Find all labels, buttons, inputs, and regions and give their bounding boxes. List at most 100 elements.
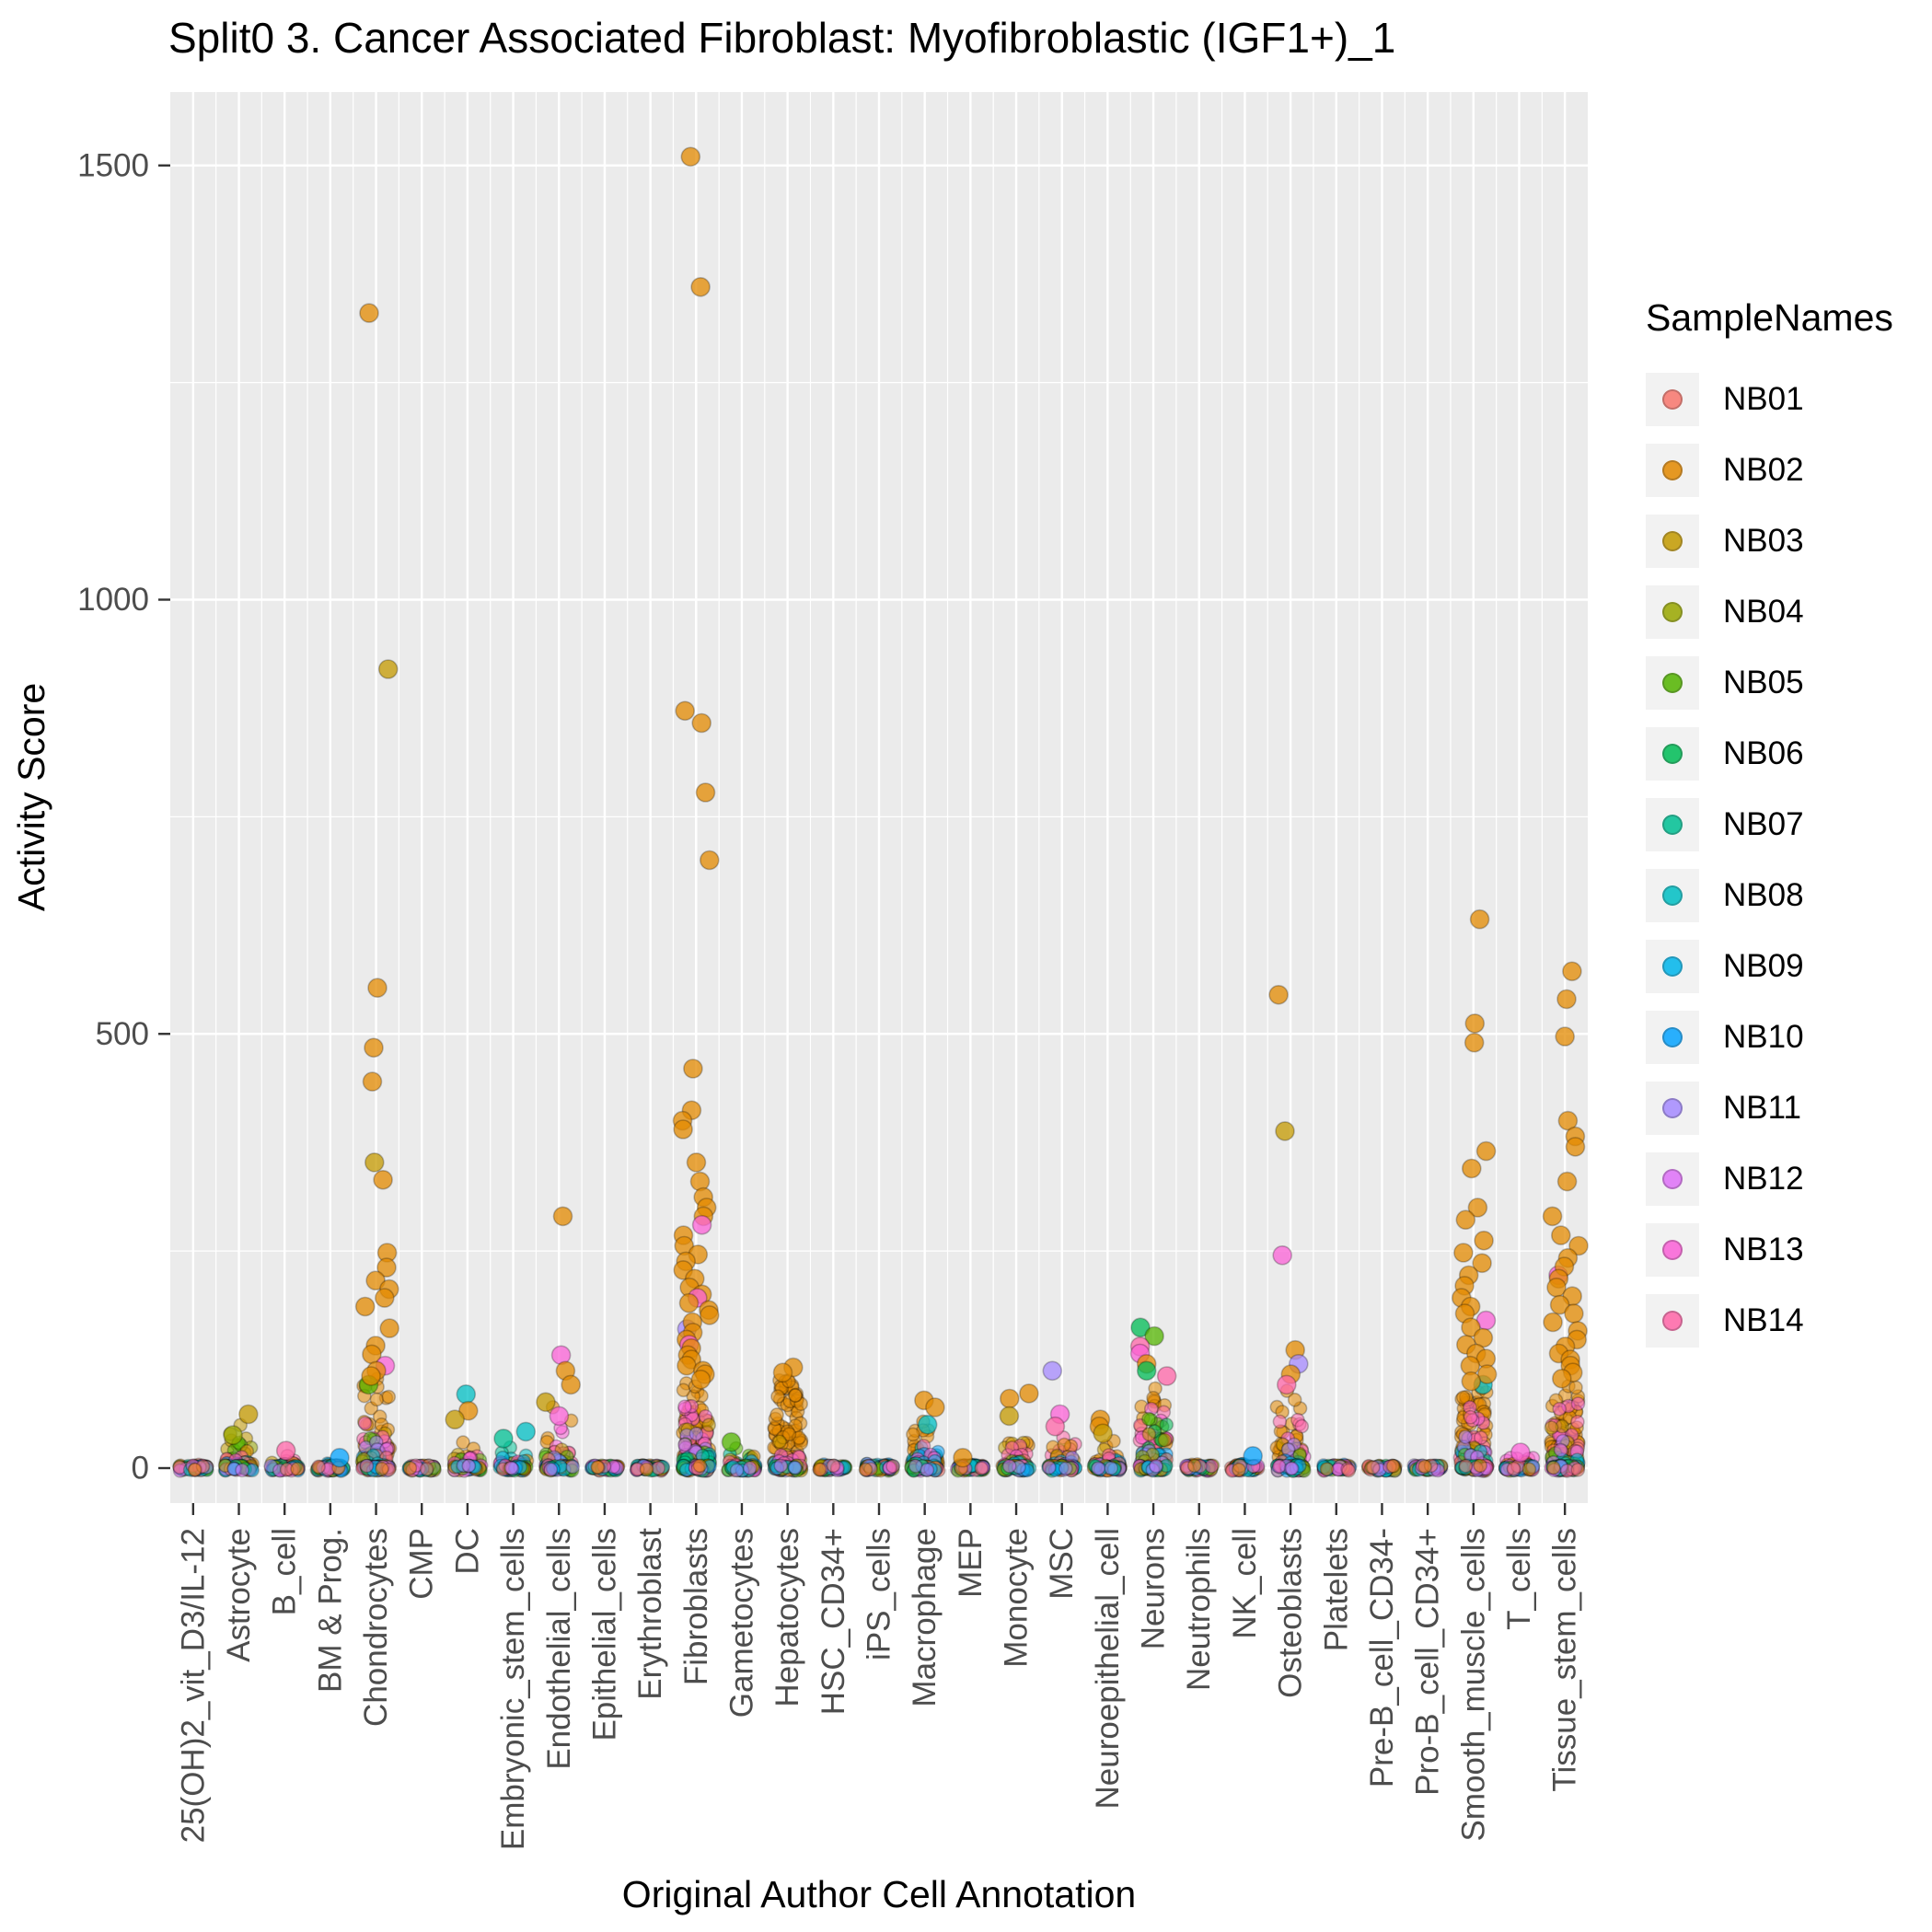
data-point [1542,1206,1563,1227]
legend-label: NB04 [1723,593,1804,630]
data-point [788,1388,803,1403]
data-point [677,1399,692,1415]
data-point [1232,1463,1246,1477]
data-point [275,1440,296,1461]
data-point [1461,1371,1482,1392]
data-point [536,1392,556,1413]
x-axis-title: Original Author Cell Annotation [622,1873,1136,1915]
y-tick-label: 0 [132,1451,149,1487]
data-point [375,1462,389,1476]
x-tick-label: Neuroepithelial_cell [1090,1528,1126,1809]
legend-label: NB06 [1723,735,1804,771]
data-point [1141,1427,1157,1441]
data-point [1455,1209,1476,1230]
legend-label: NB02 [1723,451,1804,488]
data-point [1510,1442,1531,1463]
data-point [680,146,701,168]
data-point [1463,1032,1485,1053]
legend-label: NB11 [1723,1089,1801,1126]
x-tick-label: BM & Prog. [312,1528,348,1693]
data-point [925,1397,945,1417]
data-point [376,1257,397,1278]
data-point [1474,1231,1494,1251]
legend-items: NB01 NB02 NB03 NB04 NB05 NB06 NB07 NB08 NB09 NB10… [1646,364,1922,1356]
x-tick-label: NK_cell [1227,1528,1263,1639]
legend-item: NB06 [1646,718,1922,789]
x-tick-label: Chondrocytes [358,1528,394,1727]
data-point [1366,1460,1381,1475]
x-tick-label: Macrophage [907,1528,943,1707]
data-point [1464,1013,1486,1034]
data-point [1555,1026,1575,1047]
x-tick-label: Platelets [1318,1528,1354,1651]
data-point [1243,1446,1263,1466]
data-point [673,1119,693,1140]
data-point [690,276,711,297]
legend-label: NB03 [1723,522,1804,559]
legend-key [1646,939,1699,993]
legend-dot-icon [1662,1168,1683,1189]
legend: SampleNames NB01 NB02 NB03 NB04 NB05 NB06 NB07… [1646,296,1922,1356]
legend-dot-icon [1662,530,1683,551]
legend-key [1646,514,1699,568]
x-tick-label: Neutrophils [1181,1528,1217,1691]
data-point [373,1170,393,1190]
data-point [1141,1411,1156,1427]
data-point [1156,1366,1177,1386]
data-point [515,1421,537,1442]
data-points-layer [172,146,1589,1478]
data-point [1045,1416,1066,1437]
data-point [379,1318,400,1338]
data-point [223,1425,243,1445]
data-point [729,1463,745,1478]
data-point [1453,1243,1474,1263]
x-tick-label: Astrocyte [221,1528,257,1662]
legend-label: NB01 [1723,380,1804,417]
data-point [1059,1461,1073,1476]
data-point [920,1463,935,1477]
data-point [1568,1380,1583,1395]
data-point [1149,1458,1163,1474]
data-point [917,1415,938,1435]
legend-item: NB08 [1646,860,1922,931]
data-point [1159,1417,1174,1432]
legend-item: NB14 [1646,1285,1922,1356]
data-point [1553,1442,1568,1458]
data-point [1001,1459,1017,1474]
x-tick-label: T_cells [1501,1528,1537,1630]
legend-label: NB12 [1723,1160,1804,1197]
data-point [1556,989,1577,1010]
legend-key [1646,797,1699,851]
y-tick-label: 1500 [77,147,149,183]
data-point [1268,985,1289,1005]
data-point [812,1462,827,1477]
data-point [999,1406,1020,1427]
x-tick-label: Pro-B_cell_CD34+ [1410,1528,1446,1796]
data-point [565,1459,581,1475]
data-point [1458,1429,1473,1444]
legend-item: NB10 [1646,1001,1922,1072]
data-point [235,1463,249,1478]
data-point [364,1037,384,1059]
legend-key [1646,1081,1699,1135]
x-tick-label: HSC_CD34+ [816,1528,851,1715]
data-point [906,1427,920,1442]
data-point [690,1370,711,1390]
data-point [1570,1463,1586,1477]
x-tick-label: DC [449,1528,485,1575]
data-point [1564,1303,1584,1324]
data-point [461,1458,477,1474]
data-point [676,1382,691,1398]
legend-label: NB05 [1723,664,1804,700]
y-tick-label: 500 [96,1016,149,1052]
x-tick-label: Gametocytes [723,1528,759,1718]
legend-label: NB10 [1723,1018,1804,1055]
data-point [1272,1414,1288,1429]
data-point [1475,1140,1497,1162]
legend-key [1646,1151,1699,1206]
data-point [357,1416,373,1431]
x-tick-label: Endothelial_cells [541,1528,577,1770]
data-point [552,1206,573,1227]
legend-dot-icon [1662,601,1683,622]
